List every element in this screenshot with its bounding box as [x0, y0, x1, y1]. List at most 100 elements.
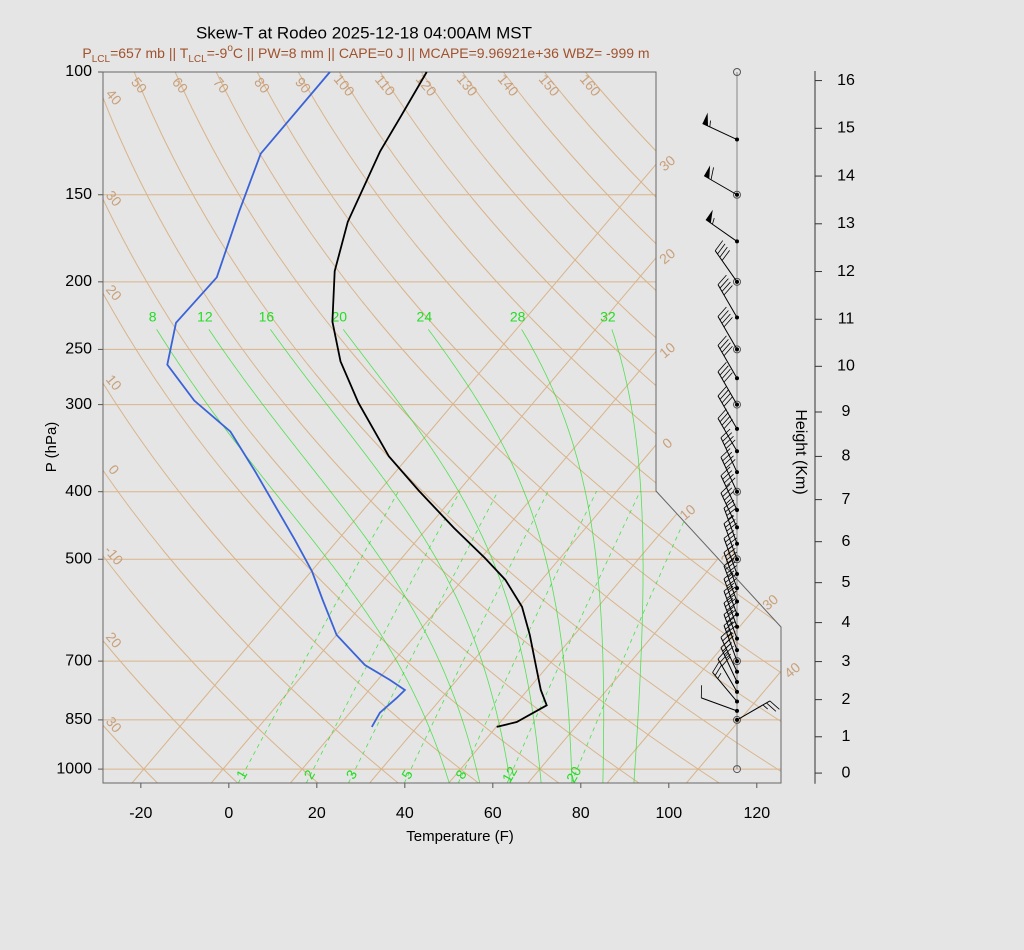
barb-feather [723, 499, 735, 509]
y2-tick-label: 8 [842, 448, 851, 465]
barb-feather [766, 702, 777, 712]
barb-feather [725, 439, 736, 449]
y2-tick-label: 13 [837, 215, 855, 232]
wind-barb [717, 335, 739, 381]
barb-feather [723, 372, 733, 383]
barb-feather [720, 428, 731, 439]
mixing-ratio-line [305, 490, 461, 783]
barb-feather [717, 335, 727, 346]
barb-stem [717, 395, 738, 430]
barb-feather [726, 578, 737, 587]
dry-adiabat-label: -10 [101, 542, 126, 568]
wind-barb [723, 582, 739, 629]
dry-adiabat [103, 72, 479, 783]
barb-stem [720, 492, 738, 528]
dry-adiabat-label: 10 [103, 371, 125, 393]
x-tick-label: 20 [308, 805, 326, 822]
dry-adiabat-label: 30 [103, 713, 125, 735]
barb-feather [719, 652, 729, 663]
moist-adiabat-label: 24 [417, 309, 433, 325]
level-marker [733, 190, 741, 199]
subtitle-part: =-9 [207, 45, 228, 61]
wind-barb [720, 448, 739, 494]
mixing-ratio-line [237, 490, 399, 783]
barb-half-feather [762, 704, 768, 710]
isotherm [606, 72, 781, 783]
barb-feather [725, 598, 736, 608]
wind-barb [717, 361, 739, 407]
dry-adiabat-label: 20 [103, 629, 125, 651]
barb-stem [703, 175, 738, 196]
wind-barb [702, 112, 739, 142]
isotherm-label: 10 [656, 339, 678, 361]
barb-stem [714, 250, 738, 283]
barb-feather [721, 313, 731, 324]
y-tick-label: 1000 [56, 760, 92, 777]
barb-feather [725, 477, 736, 487]
moist-adiabat-label: 20 [331, 309, 347, 325]
mixing-ratio-line [348, 490, 499, 783]
plot-frame [102, 71, 782, 784]
barb-feather [726, 613, 737, 623]
dry-adiabat [215, 72, 781, 783]
barb-stem [720, 647, 738, 683]
isotherm-label: 0 [659, 434, 675, 451]
y2-tick-label: 7 [842, 491, 851, 508]
level-marker [733, 345, 741, 354]
wind-barb [723, 617, 739, 664]
barb-stem [705, 219, 738, 242]
barb-feather [719, 389, 729, 400]
barb-feather [719, 412, 729, 423]
barb-pennant [705, 209, 713, 224]
barb-stem [723, 625, 738, 662]
level-marker [733, 277, 741, 286]
moist-adiabat [156, 329, 450, 783]
mixing-ratio-line [403, 490, 549, 783]
wind-barb [735, 700, 780, 722]
wind-barb [717, 649, 739, 694]
barb-feather [723, 557, 735, 567]
subtitle-part: =657 mb || T [110, 45, 189, 61]
chart-subtitle: PLCL=657 mb || TLCL=-9oC || PW=8 mm || C… [82, 43, 649, 65]
barb-stem [723, 523, 738, 560]
barb-feather [721, 342, 731, 353]
barb-half-feather [725, 653, 731, 659]
barb-stem [701, 697, 738, 712]
wind-barb [705, 209, 739, 244]
dry-adiabat-label: 130 [454, 71, 481, 99]
barb-stem [717, 658, 738, 693]
barb-stem [702, 123, 738, 141]
y2-tick-label: 9 [842, 403, 851, 420]
barb-feather [723, 317, 733, 328]
barb-stem [723, 578, 738, 615]
barb-half-feather [717, 672, 722, 679]
barb-feather [723, 606, 735, 615]
barb-feather [721, 250, 730, 261]
barb-feather [720, 466, 731, 476]
y-tick-label: 200 [65, 273, 92, 290]
isotherm-label: 40 [781, 659, 803, 681]
dry-adiabat [544, 72, 781, 783]
wind-barb [717, 408, 739, 454]
subtitle-part: P [82, 45, 91, 61]
y-tick-label: 150 [65, 186, 92, 203]
barb-feather [717, 361, 727, 372]
barb-stem [723, 614, 738, 651]
isotherm-label: 10 [676, 501, 698, 523]
dry-adiabat-label: 140 [495, 71, 522, 99]
y-tick-label: 700 [65, 652, 92, 669]
dry-adiabat [297, 72, 781, 783]
y2-tick-label: 16 [837, 72, 855, 89]
level-marker [733, 657, 741, 666]
moist-adiabat-label: 28 [510, 309, 526, 325]
subtitle-part: o [227, 43, 233, 54]
barb-feather [723, 582, 735, 592]
barb-feather [722, 470, 733, 480]
x-tick-label: 40 [396, 805, 414, 822]
barb-feather [726, 602, 737, 611]
barb-feather [719, 246, 728, 258]
barb-half-feather [725, 499, 731, 505]
dry-adiabat [103, 72, 720, 783]
dry-adiabat-label: 80 [251, 74, 273, 96]
